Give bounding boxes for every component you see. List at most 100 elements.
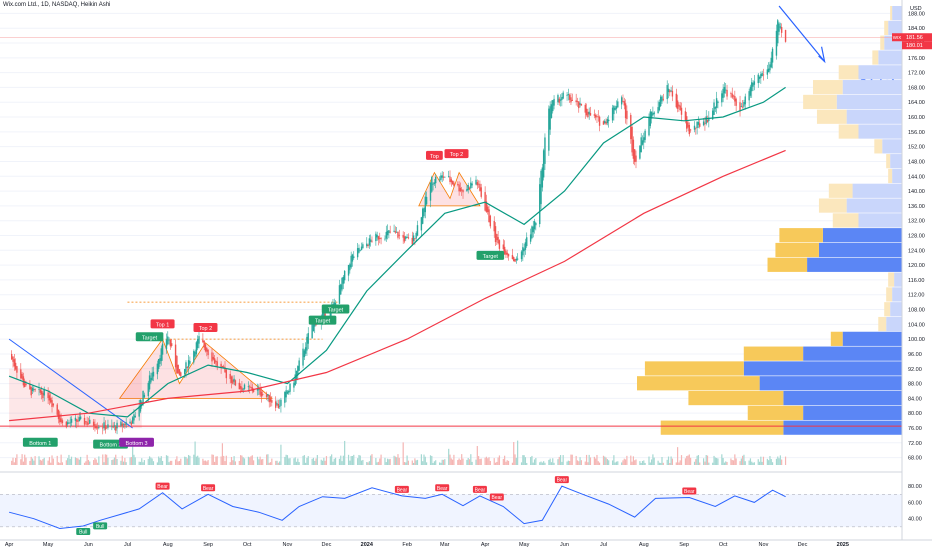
volume-bar <box>726 462 728 465</box>
candle-body <box>350 255 352 268</box>
candle-body <box>605 121 607 125</box>
volume-bar <box>21 454 23 465</box>
price-tick-label: 136.00 <box>908 204 925 210</box>
candle-body <box>470 182 472 189</box>
volume-bar <box>20 459 22 465</box>
rsi-tick-label: 60.00 <box>908 500 922 506</box>
volume-bar <box>31 458 34 465</box>
candle-body <box>138 406 140 417</box>
price-tick-label: 128.00 <box>908 234 925 240</box>
volume-bar <box>320 459 322 465</box>
candle-body <box>124 424 126 426</box>
pattern-label-bg <box>193 323 218 333</box>
candle-body <box>95 426 97 429</box>
volume-bar <box>432 462 434 465</box>
volume-bar <box>152 461 155 465</box>
vp-up-bar <box>858 213 902 228</box>
vp-up-bar <box>818 242 902 258</box>
vp-up-bar <box>858 65 902 80</box>
time-tick-label: Jul <box>600 542 607 548</box>
candle-body <box>402 234 404 238</box>
candle-body <box>394 231 397 233</box>
candle-body <box>726 89 728 97</box>
volume-bar <box>626 455 628 465</box>
volume-bar <box>238 460 240 465</box>
volume-bar <box>95 459 97 465</box>
candle-body <box>558 98 560 103</box>
candle-body <box>514 259 516 262</box>
candle-body <box>193 350 195 363</box>
vp-up-bar <box>783 390 902 406</box>
second-price-label: 180.01 <box>906 43 923 49</box>
volume-bar <box>511 462 514 465</box>
candle-body <box>450 179 453 183</box>
volume-bar <box>678 462 680 465</box>
candle-body <box>702 121 705 126</box>
vp-down-bar <box>779 228 823 243</box>
volume-bar <box>575 455 577 465</box>
rsi-label-bg <box>93 522 108 530</box>
volume-bar <box>539 462 541 465</box>
candle-body <box>98 427 100 429</box>
candle-body <box>466 188 468 192</box>
vp-up-bar <box>890 302 902 317</box>
volume-bar <box>52 458 54 465</box>
volume-bar <box>25 457 27 465</box>
candle-body <box>751 82 753 92</box>
volume-bar <box>533 459 536 465</box>
volume-bar <box>412 462 415 465</box>
candle-body <box>657 107 659 114</box>
volume-bar <box>723 462 726 465</box>
volume-bar <box>622 460 624 465</box>
volume-bar <box>297 458 299 465</box>
time-tick-label: Nov <box>759 542 769 548</box>
vp-down-bar <box>775 242 819 258</box>
volume-bar <box>415 460 417 465</box>
candle-body <box>462 190 464 193</box>
candle-body <box>239 386 242 389</box>
volume-bar <box>293 458 295 465</box>
candle-body <box>122 423 125 425</box>
volume-bar <box>450 458 452 465</box>
candle-body <box>183 369 186 375</box>
candle-body <box>147 382 149 397</box>
candle-body <box>438 179 441 181</box>
candle-body <box>784 29 787 42</box>
candle-body <box>60 418 62 423</box>
volume-bar <box>130 456 132 465</box>
volume-bar <box>295 461 298 465</box>
candle-body <box>721 93 723 103</box>
volume-bar <box>744 461 746 465</box>
volume-bar <box>624 459 627 465</box>
candle-body <box>389 231 391 233</box>
vp-up-bar <box>878 50 902 65</box>
candle-body <box>338 285 341 304</box>
candle-body <box>334 302 337 305</box>
vp-down-bar <box>818 198 847 213</box>
candle-body <box>151 372 153 381</box>
candle-body <box>604 120 606 123</box>
rsi-tick-label: 80.00 <box>908 484 922 490</box>
time-tick-label: Jun <box>560 542 569 548</box>
candle-body <box>61 420 64 424</box>
volume-bar <box>532 462 534 465</box>
candle-body <box>213 358 216 364</box>
candle-body <box>678 104 680 107</box>
vp-up-bar <box>892 168 902 184</box>
candle-body <box>362 244 364 249</box>
volume-bar <box>761 461 763 465</box>
candle-body <box>57 409 60 420</box>
volume-bar <box>675 462 677 465</box>
candle-body <box>195 342 198 355</box>
volume-bar <box>247 456 250 465</box>
vp-up-bar <box>846 109 902 124</box>
candle-body <box>713 102 715 115</box>
volume-bar <box>579 457 581 465</box>
volume-bar <box>268 462 270 465</box>
volume-bar <box>411 460 413 465</box>
volume-bar <box>690 457 692 465</box>
volume-bar <box>680 455 683 465</box>
candle-body <box>77 420 79 422</box>
volume-bar <box>242 457 244 465</box>
